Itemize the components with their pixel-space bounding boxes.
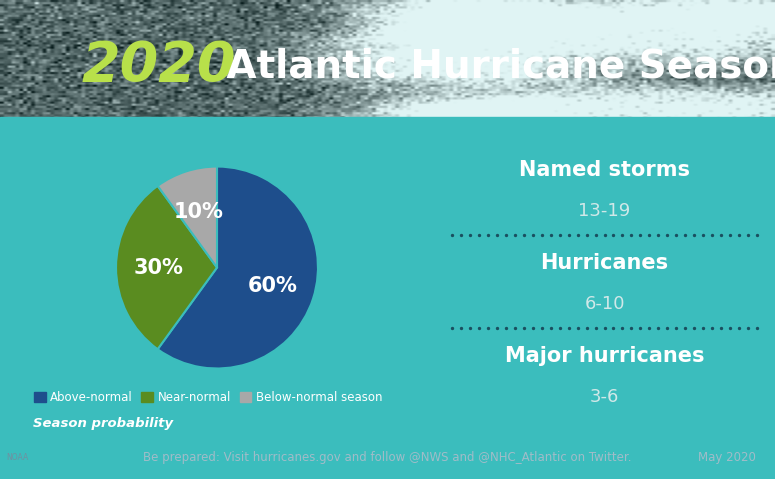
Text: 10%: 10% — [174, 202, 224, 222]
Text: 13-19: 13-19 — [578, 202, 631, 219]
Text: 2020: 2020 — [81, 39, 236, 93]
Wedge shape — [157, 167, 318, 368]
Text: Be prepared: Visit hurricanes.gov and follow @NWS and @NHC_Atlantic on Twitter.: Be prepared: Visit hurricanes.gov and fo… — [143, 451, 632, 465]
Text: 3-6: 3-6 — [590, 388, 619, 406]
Text: NOAA: NOAA — [6, 454, 29, 462]
Wedge shape — [157, 167, 217, 267]
Bar — [0, 117, 775, 127]
Text: Major hurricanes: Major hurricanes — [505, 346, 704, 366]
Wedge shape — [116, 186, 217, 349]
Text: Named storms: Named storms — [519, 160, 690, 180]
Text: Atlantic Hurricane Season Outlook: Atlantic Hurricane Season Outlook — [213, 47, 775, 85]
Legend: Above-normal, Near-normal, Below-normal season: Above-normal, Near-normal, Below-normal … — [29, 387, 388, 409]
Text: May 2020: May 2020 — [698, 451, 756, 465]
Text: 60%: 60% — [248, 275, 298, 296]
Text: Season probability: Season probability — [33, 417, 174, 430]
Text: 6-10: 6-10 — [584, 295, 625, 313]
Text: Hurricanes: Hurricanes — [540, 253, 669, 274]
Text: 30%: 30% — [133, 258, 184, 277]
